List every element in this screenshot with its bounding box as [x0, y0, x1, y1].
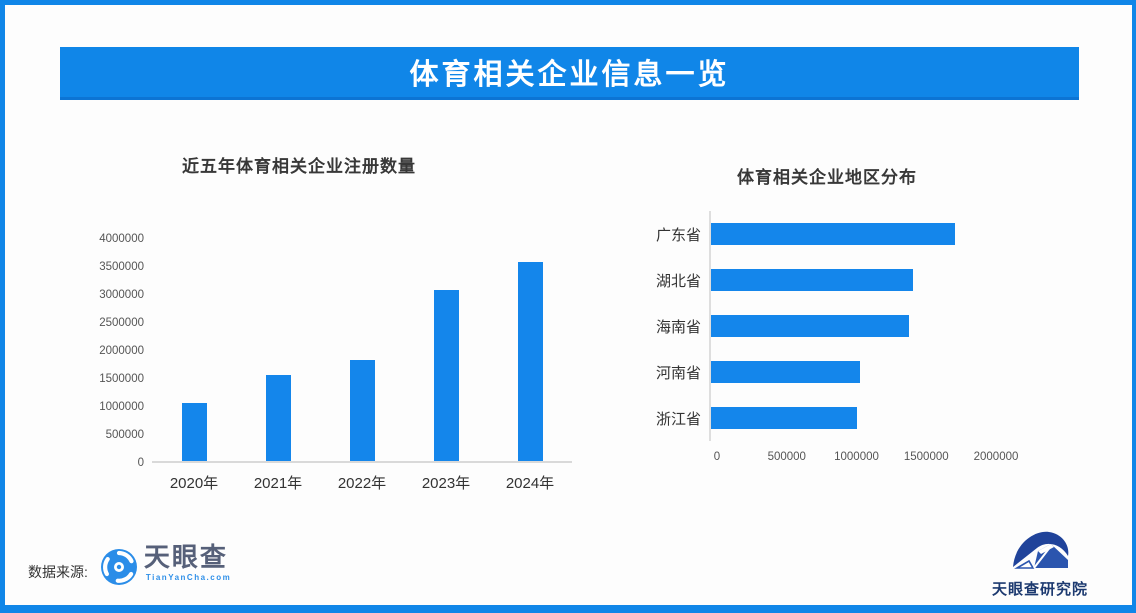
bar-slot-2021年 — [236, 239, 320, 461]
x-tick-label: 2024年 — [505, 475, 555, 492]
wave-mountain-logo-icon — [1013, 531, 1069, 569]
x-tick-label: 1000000 — [834, 451, 879, 463]
tianyancha-logo: 天眼查 TianYanCha.com — [100, 543, 231, 586]
region-label: 广东省 — [655, 226, 701, 244]
y-tick-label: 3000000 — [99, 289, 144, 301]
left-chart-y-axis: 0 500000 1000000 1500000 2000000 2500000 30000… — [85, 233, 152, 469]
bar-湖北省 — [711, 269, 914, 291]
left-chart-title: 近五年体育相关企业注册数量 — [182, 157, 416, 176]
region-label: 河南省 — [655, 364, 701, 382]
tianyancha-wordmark: 天眼查 — [143, 542, 228, 572]
data-source-label: 数据来源: — [28, 563, 88, 580]
x-tick-label: 1500000 — [903, 451, 949, 463]
left-chart-plot-area: 0 500000 1000000 1500000 2000000 2500000 30000… — [85, 233, 605, 493]
x-tick-label: 2023年 — [421, 475, 471, 492]
region-row-广东省: 广东省 — [637, 211, 1077, 257]
left-chart-x-axis: 2020年 2021年 2022年 2023年 2024年 — [152, 472, 572, 493]
region-label: 海南省 — [655, 318, 701, 336]
region-row-河南省: 河南省 — [637, 349, 1077, 395]
bar-slot-2020年 — [152, 239, 236, 461]
frame-border-left — [0, 0, 5, 613]
x-tick-label: 2021年 — [253, 475, 303, 492]
y-tick-label: 4000000 — [99, 233, 144, 245]
bar-2020年 — [181, 403, 207, 461]
data-source: 数据来源: 天眼查 TianYanCha.com — [28, 543, 231, 586]
bar-海南省 — [711, 315, 910, 337]
research-institute-wordmark: 天眼查研究院 — [991, 581, 1088, 598]
right-chart-rows: 广东省湖北省海南省河南省浙江省 — [637, 211, 1077, 441]
region-row-浙江省: 浙江省 — [637, 395, 1077, 441]
y-tick-label: 500000 — [105, 429, 144, 441]
right-chart-plot-area: 广东省湖北省海南省河南省浙江省 0 500000 1000000 1500000 200… — [637, 211, 1077, 467]
bar-slot-2022年 — [320, 239, 404, 461]
bar-slot-2023年 — [404, 239, 488, 461]
y-tick-label: 3500000 — [99, 261, 144, 273]
region-distribution-bar-chart: 体育相关企业地区分布 广东省湖北省海南省河南省浙江省 0 500000 100000… — [637, 152, 1077, 467]
bar-track — [709, 349, 1029, 395]
bar-河南省 — [711, 361, 861, 383]
region-label: 湖北省 — [655, 272, 701, 290]
bar-2024年 — [517, 261, 543, 461]
x-tick-label: 2022年 — [337, 475, 387, 492]
bar-track — [709, 211, 1029, 257]
frame-border-bottom — [0, 605, 1136, 613]
aperture-eye-icon — [100, 549, 137, 585]
y-tick-label: 0 — [137, 457, 144, 469]
x-tick-label: 2000000 — [973, 451, 1019, 463]
y-tick-label: 1500000 — [99, 373, 144, 385]
region-label: 浙江省 — [655, 410, 701, 428]
bar-track — [709, 303, 1029, 349]
right-chart-title: 体育相关企业地区分布 — [737, 168, 917, 187]
page-title: 体育相关企业信息一览 — [409, 59, 730, 91]
frame-border-top — [0, 0, 1136, 5]
bar-2021年 — [265, 375, 291, 461]
y-tick-label: 2500000 — [99, 317, 144, 329]
x-tick-label: 500000 — [767, 451, 806, 463]
y-tick-label: 2000000 — [99, 345, 144, 357]
left-chart-bars — [152, 239, 572, 463]
bar-广东省 — [711, 223, 956, 245]
bar-2023年 — [433, 290, 459, 461]
title-banner: 体育相关企业信息一览 — [60, 47, 1079, 100]
y-tick-label: 1000000 — [99, 401, 144, 413]
right-chart-x-axis: 0 500000 1000000 1500000 2000000 — [713, 451, 1037, 467]
tianyancha-domain: TianYanCha.com — [145, 572, 232, 582]
bar-浙江省 — [711, 407, 858, 429]
region-row-海南省: 海南省 — [637, 303, 1077, 349]
bar-track — [709, 257, 1029, 303]
bar-slot-2024年 — [488, 239, 572, 461]
registrations-bar-chart: 近五年体育相关企业注册数量 0 500000 1000000 1500000 20000… — [85, 152, 605, 493]
bar-track — [709, 395, 1029, 441]
frame-border-right — [1132, 0, 1136, 613]
region-row-湖北省: 湖北省 — [637, 257, 1077, 303]
bar-2022年 — [349, 360, 375, 461]
x-tick-label: 2020年 — [169, 475, 219, 492]
x-tick-label: 0 — [713, 451, 721, 463]
research-institute-logo: 天眼查研究院 — [975, 527, 1105, 599]
